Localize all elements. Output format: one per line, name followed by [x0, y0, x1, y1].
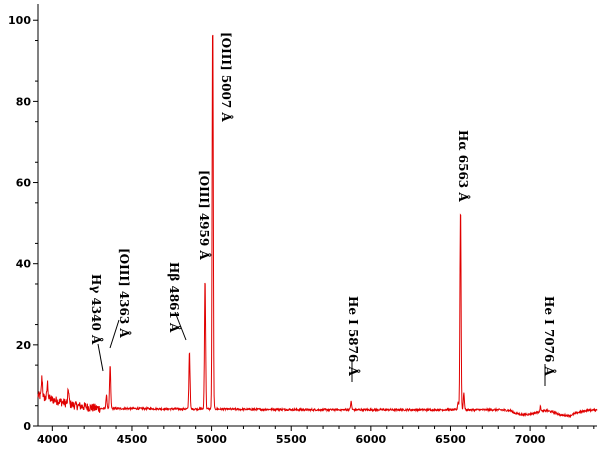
annotation-label: He I 7076 Å [542, 296, 557, 377]
x-tick-label: 4000 [37, 433, 68, 446]
x-tick-label: 4500 [117, 433, 148, 446]
y-tick-label: 0 [23, 420, 31, 433]
axes: 0 20 40 60 80 100 4000 4500 5000 5500 6000 6500 7000 [8, 4, 597, 446]
annotation-leader-line [109, 319, 120, 349]
x-tick-label: 6500 [435, 433, 466, 446]
annotation-label: Hγ 4340 Å [89, 274, 104, 345]
annotation-leader-line [174, 311, 187, 341]
y-tick-label: 100 [8, 14, 31, 27]
annotation-label: [OIII] 4959 Å [197, 170, 212, 260]
annotation-label: Hβ 4861 Å [167, 262, 182, 333]
series-layer [37, 34, 598, 419]
annotation-label: Hα 6563 Å [456, 130, 471, 202]
x-tick-label: 7000 [515, 433, 546, 446]
annotation-leader-line [97, 343, 104, 372]
spectrum-line [37, 34, 598, 419]
y-tick-label: 20 [16, 339, 32, 352]
y-tick-label: 40 [16, 258, 32, 271]
y-tick-label: 80 [16, 95, 32, 108]
x-tick-label: 6000 [356, 433, 387, 446]
annotations-layer: Hγ 4340 Å [OIII] 4363 Å Hβ 4861 Å [OIII] 49… [89, 32, 557, 386]
annotation-label: [OIII] 5007 Å [219, 32, 234, 122]
annotation-label: He I 5876 Å [346, 296, 361, 377]
y-tick-label: 60 [16, 177, 32, 190]
x-tick-label: 5000 [196, 433, 227, 446]
annotation-label: [OIII] 4363 Å [117, 248, 132, 338]
x-tick-label: 5500 [276, 433, 307, 446]
